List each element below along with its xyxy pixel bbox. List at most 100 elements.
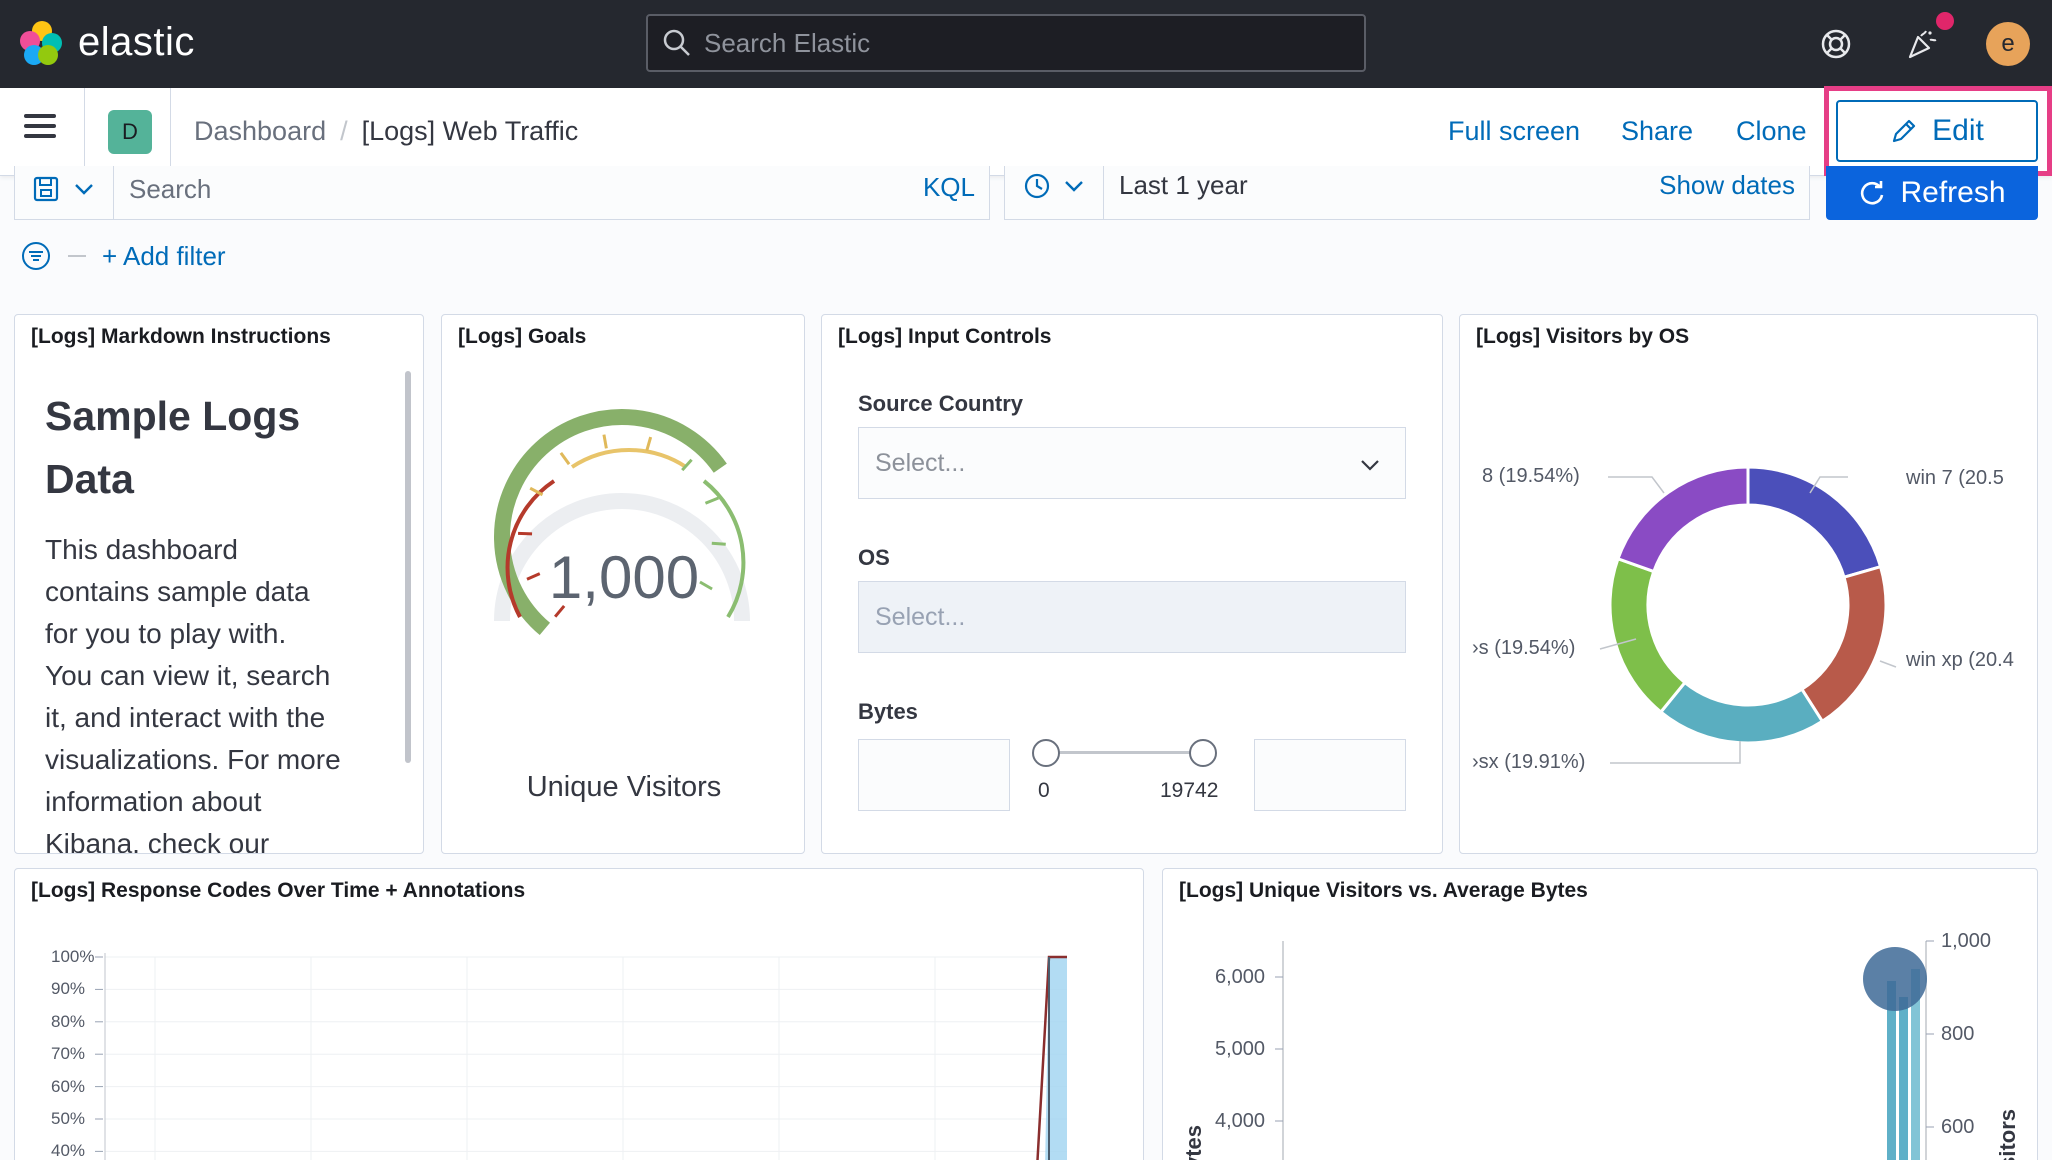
gauge-tick <box>711 541 726 546</box>
pencil-icon <box>1893 119 1916 143</box>
slice-label-ios: ›s (19.54%) <box>1472 637 1576 659</box>
right-axis-title: isitors <box>1995 1108 2020 1160</box>
help-lifebuoy-icon <box>1821 29 1851 59</box>
show-dates-button[interactable]: Show dates <box>1659 170 1795 200</box>
slice-label-winxp: win xp (20.4 <box>1906 649 2014 671</box>
space-avatar[interactable]: D <box>108 110 152 154</box>
bar <box>1911 969 1920 1160</box>
bytes-min-value: 0 <box>1038 779 1050 802</box>
gauge-track <box>494 493 750 622</box>
gauge-tick <box>704 496 719 505</box>
goals-panel: [Logs] Goals 1,000 Unique Visitors <box>441 314 805 854</box>
y-tick-label: 60% <box>51 1076 86 1096</box>
donut-slice-win8[interactable] <box>1616 465 1750 574</box>
filter-bar: + Add filter <box>20 240 226 272</box>
bytes-min-input[interactable] <box>858 739 1010 811</box>
divider <box>170 88 171 176</box>
bytes-max-value: 19742 <box>1160 779 1219 802</box>
gauge-tick <box>645 436 653 451</box>
panel-title: [Logs] Input Controls <box>838 325 1052 348</box>
time-range-label[interactable]: Last 1 year <box>1119 170 1248 200</box>
area-series <box>1045 957 1067 1160</box>
global-search-box[interactable] <box>646 14 1366 72</box>
donut-slice-osx[interactable] <box>1658 680 1825 745</box>
help-button[interactable] <box>1814 22 1858 66</box>
bytes-range-track[interactable] <box>1044 751 1202 754</box>
right-tick-label: 1,000 <box>1941 930 1992 952</box>
donut-slice-winxp[interactable] <box>1799 564 1888 724</box>
bytes-max-input[interactable] <box>1254 739 1406 811</box>
panel-title: [Logs] Response Codes Over Time + Annota… <box>31 879 526 902</box>
gauge-ticks <box>518 434 726 618</box>
donut-slice-ios[interactable] <box>1608 556 1687 715</box>
refresh-button[interactable]: Refresh <box>1826 166 2038 220</box>
markdown-heading-line: Sample Logs <box>45 393 301 439</box>
gauge-label: Unique Visitors <box>526 771 722 803</box>
filter-options-icon[interactable] <box>20 240 52 272</box>
leader-line <box>1610 741 1741 764</box>
elastic-logo-icon <box>20 20 64 65</box>
brand-name: elastic <box>78 20 195 64</box>
gauge-tick <box>554 604 566 618</box>
share-button[interactable]: Share <box>1621 116 1694 146</box>
slice-label-osx: ›sx (19.91%) <box>1472 751 1586 773</box>
source-country-select[interactable]: Select... <box>858 427 1406 499</box>
panel-title: [Logs] Markdown Instructions <box>31 325 331 348</box>
leader-line <box>1809 476 1848 494</box>
scrollbar[interactable] <box>405 371 411 763</box>
refresh-icon <box>1861 181 1884 205</box>
y-tick-label: 80% <box>51 1011 86 1031</box>
slice-label-win7: win 7 (20.5 <box>1906 467 2004 489</box>
input-controls-panel: [Logs] Input Controls Source Country Sel… <box>821 314 1443 854</box>
save-icon <box>33 176 59 202</box>
response-codes-panel: [Logs] Response Codes Over Time + Annota… <box>14 868 1144 1160</box>
os-select[interactable]: Select... <box>858 581 1406 653</box>
saved-query-button[interactable] <box>31 174 97 204</box>
gauge-tick <box>559 451 571 466</box>
donut-chart <box>1599 465 1897 764</box>
donut-slice-win7[interactable] <box>1746 465 1883 580</box>
breadcrumb: Dashboard / [Logs] Web Traffic <box>194 116 579 146</box>
user-avatar[interactable]: e <box>1986 22 2030 66</box>
source-country-label: Source Country <box>858 391 1024 416</box>
chevron-down-icon <box>75 184 93 195</box>
clone-button[interactable]: Clone <box>1736 116 1807 146</box>
notification-dot <box>1936 12 1954 30</box>
refresh-label: Refresh <box>1900 176 2006 209</box>
quick-select-button[interactable] <box>1023 172 1087 200</box>
chevron-down-icon <box>1361 460 1379 471</box>
query-search-input[interactable]: Search <box>129 174 212 204</box>
breadcrumb-dashboard-link[interactable]: Dashboard <box>194 116 327 146</box>
gauge-green-band <box>702 479 746 619</box>
add-filter-button[interactable]: + Add filter <box>102 240 226 271</box>
left-axis-title: ytes <box>1181 1124 1206 1160</box>
panel-title: [Logs] Goals <box>458 325 587 348</box>
panel-title: [Logs] Unique Visitors vs. Average Bytes <box>1179 879 1588 902</box>
left-tick-label: 6,000 <box>1215 966 1266 988</box>
news-feed-button[interactable] <box>1900 22 1944 66</box>
leader-line <box>1608 476 1665 494</box>
menu-toggle-button[interactable] <box>24 114 60 150</box>
clock-icon <box>1024 173 1050 199</box>
edit-button-label: Edit <box>1932 114 1984 147</box>
markdown-heading-line: Data <box>45 456 134 502</box>
bar <box>1887 981 1896 1160</box>
response-codes-chart <box>95 953 1067 1160</box>
bar <box>1899 997 1908 1160</box>
y-tick-label: 40% <box>51 1141 86 1160</box>
y-tick-label: 70% <box>51 1044 86 1064</box>
breadcrumb-bar: D Dashboard / [Logs] Web Traffic Full sc… <box>0 88 2052 176</box>
bytes-min-handle[interactable] <box>1032 739 1060 767</box>
scatter-point <box>1863 947 1927 1011</box>
global-search-input[interactable] <box>704 27 1324 59</box>
markdown-content: Sample Logs Data This dashboard contains… <box>45 385 385 853</box>
gauge-tick <box>529 486 544 497</box>
left-tick-label: 5,000 <box>1215 1038 1266 1060</box>
kql-toggle-button[interactable]: KQL <box>922 172 975 202</box>
party-popper-icon <box>1908 30 1937 59</box>
right-tick-label: 600 <box>1941 1116 1975 1138</box>
edit-button[interactable]: Edit <box>1836 100 2038 162</box>
bytes-max-handle[interactable] <box>1189 739 1217 767</box>
elastic-logo[interactable]: elastic <box>20 20 195 65</box>
full-screen-button[interactable]: Full screen <box>1448 116 1581 146</box>
